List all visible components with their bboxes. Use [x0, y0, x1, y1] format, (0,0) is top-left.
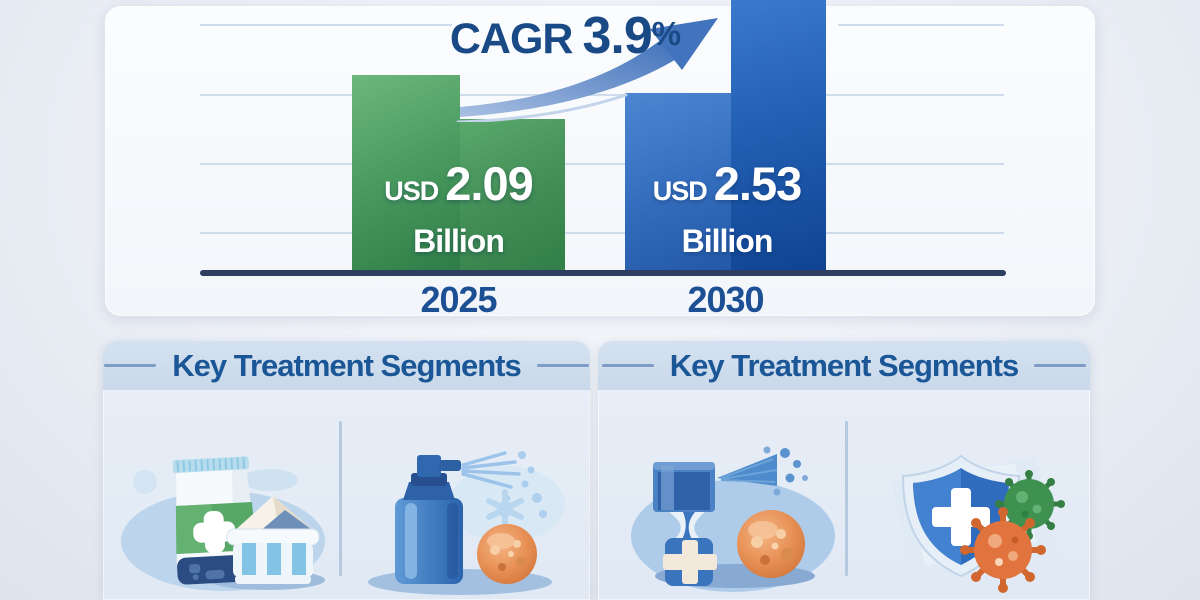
- x-tick-2030: 2030: [687, 279, 764, 320]
- growth-arrow-icon: [456, 18, 718, 122]
- bar-value-2025: USD 2.09 Billion: [352, 158, 565, 260]
- gridline: [200, 24, 452, 26]
- title-dash: [536, 364, 589, 367]
- value-label: 2.53: [713, 157, 802, 210]
- gridline: [838, 24, 1004, 26]
- cagr-prefix: CAGR: [449, 15, 574, 63]
- panel-header: Key Treatment Segments: [598, 341, 1090, 390]
- gridline: [200, 232, 1004, 234]
- cagr-value: 3.9: [582, 7, 652, 65]
- cagr-percent-sign: %: [651, 15, 681, 52]
- value-label: 2.09: [445, 157, 533, 210]
- x-tick-2025: 2025: [420, 279, 497, 320]
- gridline: [200, 163, 1004, 165]
- title-dash: [601, 364, 654, 367]
- panel-title: Key Treatment Segments: [669, 347, 1019, 383]
- cagr-annotation: CAGR 3.9%: [425, 6, 705, 66]
- segments-panel-left: Key Treatment Segments: [103, 341, 590, 600]
- segments-panel-right: Key Treatment Segments: [598, 341, 1090, 600]
- vertical-divider: [339, 421, 342, 576]
- panel-header: Key Treatment Segments: [103, 341, 590, 390]
- x-axis-baseline: [200, 270, 1006, 276]
- cryotherapy-icon: [368, 451, 565, 595]
- immunomodulation-shield-icon: [891, 454, 1065, 593]
- currency-label: USD: [384, 176, 439, 206]
- unit-label: Billion: [681, 223, 774, 259]
- bar-2025: [352, 75, 460, 271]
- bar-2030: [731, 0, 826, 271]
- gridline: [200, 94, 1004, 96]
- title-dash: [1034, 364, 1087, 367]
- immunomodulation-spray-icon: [631, 446, 835, 592]
- panel-title: Key Treatment Segments: [172, 347, 521, 383]
- chart-panel: [105, 6, 1095, 316]
- bar-2025-step: [460, 119, 565, 271]
- unit-label: Billion: [413, 223, 505, 259]
- bar-value-2030: USD 2.53 Billion: [627, 158, 827, 260]
- topical-treatments-icon: [121, 456, 325, 591]
- bar-2030-step: [625, 93, 731, 271]
- title-dash: [104, 364, 157, 367]
- currency-label: USD: [652, 176, 708, 206]
- vertical-divider: [845, 421, 848, 576]
